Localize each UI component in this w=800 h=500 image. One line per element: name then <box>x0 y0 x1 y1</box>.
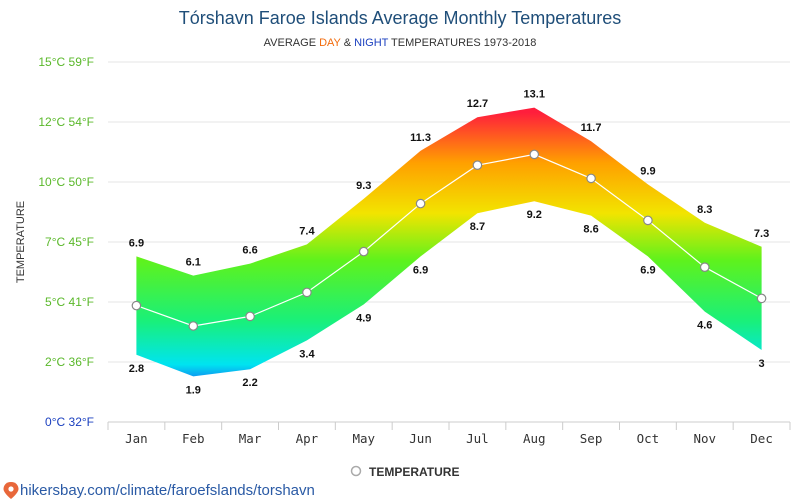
mean-point[interactable] <box>529 149 540 160</box>
low-value-label: 2.8 <box>129 363 144 375</box>
mean-point[interactable] <box>131 300 142 311</box>
y-axis-label: TEMPERATURE <box>15 201 27 283</box>
y-axis-ticks: 0°C 32°F 2°C 36°F 5°C 41°F 7°C 45°F 10°C 50°… <box>38 55 94 429</box>
map-pin-icon <box>3 482 19 499</box>
x-tick-label: Aug <box>523 431 546 446</box>
mean-point[interactable] <box>245 311 255 322</box>
x-tick-label: Apr <box>296 431 319 446</box>
temperature-range-band <box>136 107 762 377</box>
mean-point[interactable] <box>472 160 483 170</box>
high-value-label: 8.3 <box>697 204 712 216</box>
mean-point[interactable] <box>586 173 596 184</box>
footer-link[interactable]: hikersbay.com/climate/faroefslands/torsh… <box>3 482 315 499</box>
x-tick-label: Nov <box>693 431 716 446</box>
y-tick-label: 10°C 50°F <box>38 175 94 189</box>
y-tick-label: 5°C 41°F <box>45 295 94 309</box>
chart-title: Tórshavn Faroe Islands Average Monthly T… <box>179 8 622 28</box>
high-value-label: 6.1 <box>186 257 201 269</box>
high-value-label: 13.1 <box>524 89 545 101</box>
low-value-label: 6.9 <box>640 264 655 276</box>
x-tick-label: Feb <box>182 431 205 446</box>
high-value-label: 12.7 <box>467 98 488 110</box>
y-tick-label: 7°C 45°F <box>45 235 94 249</box>
subtitle-amp: & <box>341 37 354 49</box>
legend[interactable]: TEMPERATURE <box>350 465 460 479</box>
mean-point[interactable] <box>699 262 710 272</box>
low-value-label: 4.9 <box>356 312 371 324</box>
mean-temperature-points <box>131 149 767 331</box>
chart-subtitle: AVERAGE DAY & NIGHT TEMPERATURES 1973-20… <box>264 37 537 49</box>
mean-point[interactable] <box>188 321 199 331</box>
subtitle-day: DAY <box>319 37 341 49</box>
high-value-label: 11.7 <box>581 122 602 134</box>
low-value-label: 8.7 <box>470 221 485 233</box>
y-tick-label: 2°C 36°F <box>45 355 94 369</box>
low-value-label: 1.9 <box>186 384 201 396</box>
high-value-label: 11.3 <box>410 132 431 144</box>
low-value-label: 2.2 <box>242 377 257 389</box>
high-value-label: 7.3 <box>754 228 769 240</box>
data-labels: 6.9 6.1 6.6 7.4 9.3 11.3 12.7 13.1 11.7 9.9 8.3 7.3… <box>129 89 769 397</box>
high-value-label: 6.9 <box>129 237 144 249</box>
low-value-label: 9.2 <box>527 209 542 221</box>
y-tick-label: 15°C 59°F <box>38 55 94 69</box>
x-tick-label: Oct <box>637 431 660 446</box>
x-tick-label: May <box>352 431 375 446</box>
x-tick-label: Mar <box>239 431 262 446</box>
low-value-label: 4.6 <box>697 320 712 332</box>
high-value-label: 7.4 <box>299 225 315 237</box>
x-tick-label: Jul <box>466 431 489 446</box>
low-value-label: 3.4 <box>299 348 315 360</box>
mean-point[interactable] <box>415 198 426 209</box>
subtitle-suffix: TEMPERATURES 1973-2018 <box>388 37 536 49</box>
circle-marker-icon <box>350 465 362 477</box>
low-value-label: 6.9 <box>413 264 428 276</box>
mean-point[interactable] <box>358 246 369 257</box>
high-value-label: 9.9 <box>640 165 655 177</box>
low-value-label: 8.6 <box>583 224 598 236</box>
low-value-label: 3 <box>759 358 765 370</box>
x-tick-label: Jun <box>409 431 432 446</box>
high-value-label: 9.3 <box>356 180 371 192</box>
high-value-label: 6.6 <box>242 245 257 257</box>
y-tick-label: 12°C 54°F <box>38 115 94 129</box>
mean-point[interactable] <box>302 287 312 298</box>
x-tick-label: Dec <box>750 431 773 446</box>
x-tick-label: Jan <box>125 431 148 446</box>
mean-point[interactable] <box>643 215 653 226</box>
x-axis: Jan Feb Mar Apr May Jun Jul Aug Sep Oct Nov Dec <box>107 421 791 446</box>
subtitle-prefix: AVERAGE <box>264 37 319 49</box>
y-tick-label: 0°C 32°F <box>45 415 94 429</box>
legend-label: TEMPERATURE <box>369 465 459 479</box>
mean-point[interactable] <box>756 293 767 304</box>
footer-url: hikersbay.com/climate/faroefslands/torsh… <box>20 482 315 499</box>
x-tick-label: Sep <box>580 431 603 446</box>
mean-temperature-line <box>136 153 762 327</box>
subtitle-night: NIGHT <box>354 37 389 49</box>
